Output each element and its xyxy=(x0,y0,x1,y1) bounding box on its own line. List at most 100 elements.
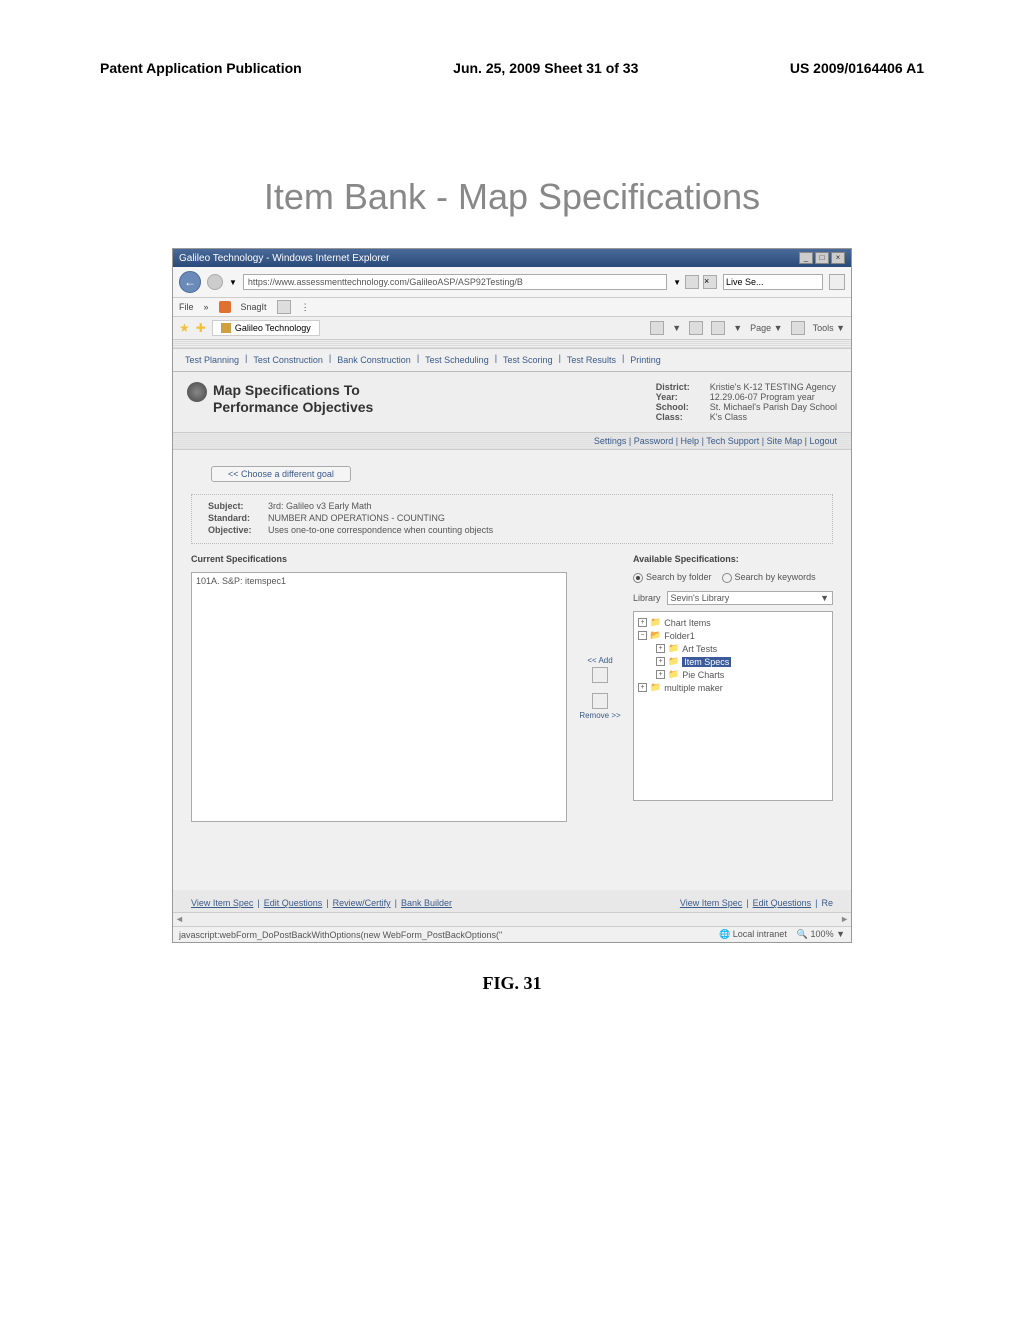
stop-icon[interactable]: × xyxy=(703,275,717,289)
radio-folder-label: Search by folder xyxy=(646,572,712,582)
school-value: St. Michael's Parish Day School xyxy=(710,402,837,412)
folder-tree[interactable]: +📁Chart Items −📂Folder1 +📁Art Tests +📁It… xyxy=(633,611,833,801)
feeds-icon[interactable] xyxy=(689,321,703,335)
class-value: K's Class xyxy=(710,412,747,422)
transfer-buttons: << Add Remove >> xyxy=(575,554,625,822)
tab-printing[interactable]: Printing xyxy=(626,353,665,367)
library-select[interactable]: Sevin's Library ▼ xyxy=(667,591,833,605)
print-icon[interactable] xyxy=(711,321,725,335)
link-edit-questions[interactable]: Edit Questions xyxy=(264,898,323,908)
folder-icon: 📂 xyxy=(650,630,661,641)
folder-icon: 📁 xyxy=(668,656,679,667)
zoom-level[interactable]: 🔍 100% ▼ xyxy=(797,929,845,940)
menu-file[interactable]: File xyxy=(179,302,194,312)
tree-node[interactable]: +📁multiple maker xyxy=(638,681,828,694)
print-dropdown[interactable]: ▼ xyxy=(733,323,742,333)
tab-bank-construction[interactable]: Bank Construction xyxy=(333,353,415,367)
home-icon[interactable] xyxy=(650,321,664,335)
close-button[interactable]: × xyxy=(831,252,845,264)
remove-icon xyxy=(592,693,608,709)
search-icon[interactable] xyxy=(829,274,845,290)
tools-menu[interactable]: Tools ▼ xyxy=(813,323,845,333)
main-body: << Choose a different goal Subject:3rd: … xyxy=(173,450,851,890)
choose-goal-button[interactable]: << Choose a different goal xyxy=(211,466,351,482)
tab-test-results[interactable]: Test Results xyxy=(563,353,620,367)
add-button[interactable]: << Add xyxy=(587,656,612,685)
current-specs-column: Current Specifications 101A. S&P: itemsp… xyxy=(191,554,567,822)
navigation-toolbar: ← ▼ https://www.assessmenttechnology.com… xyxy=(173,267,851,298)
district-value: Kristie's K-12 TESTING Agency xyxy=(710,382,836,392)
folder-icon: 📁 xyxy=(668,669,679,680)
subject-value: 3rd: Galileo v3 Early Math xyxy=(268,501,372,511)
tree-node[interactable]: +📁Item Specs xyxy=(656,655,828,668)
link-review-certify[interactable]: Review/Certify xyxy=(333,898,391,908)
page-content: Test Planning| Test Construction| Bank C… xyxy=(173,340,851,926)
favorites-icon[interactable]: ★ xyxy=(179,321,190,335)
tab-label: Galileo Technology xyxy=(235,323,311,333)
globe-icon xyxy=(187,382,207,402)
pub-right: US 2009/0164406 A1 xyxy=(790,60,924,76)
tab-favicon-icon xyxy=(221,323,231,333)
standard-label: Standard: xyxy=(208,513,268,523)
scroll-left-icon[interactable]: ◄ xyxy=(175,914,184,924)
menu-more[interactable]: » xyxy=(204,302,209,312)
tab-test-scheduling[interactable]: Test Scheduling xyxy=(421,353,493,367)
status-bar: javascript:webForm_DoPostBackWithOptions… xyxy=(173,926,851,942)
scroll-right-icon[interactable]: ► xyxy=(840,914,849,924)
snagit-sep-icon: ⋮ xyxy=(301,302,310,313)
list-item[interactable]: 101A. S&P: itemspec1 xyxy=(194,575,564,587)
tab-test-scoring[interactable]: Test Scoring xyxy=(499,353,557,367)
search-input[interactable]: Live Se... xyxy=(723,274,823,290)
minimize-button[interactable]: _ xyxy=(799,252,813,264)
decorative-band xyxy=(173,340,851,349)
figure-caption: FIG. 31 xyxy=(100,973,924,994)
tree-node[interactable]: −📂Folder1 xyxy=(638,629,828,642)
utility-links[interactable]: Settings | Password | Help | Tech Suppor… xyxy=(173,433,851,450)
status-text: javascript:webForm_DoPostBackWithOptions… xyxy=(179,930,502,940)
search-by-folder-radio[interactable]: Search by folder xyxy=(633,572,712,583)
link-view-item-spec-r[interactable]: View Item Spec xyxy=(680,898,742,908)
link-truncated[interactable]: Re xyxy=(821,898,833,908)
snagit-tool-icon[interactable] xyxy=(277,300,291,314)
link-bank-builder[interactable]: Bank Builder xyxy=(401,898,452,908)
tools-icon[interactable] xyxy=(791,321,805,335)
add-favorite-icon[interactable]: ✚ xyxy=(196,321,206,335)
maximize-button[interactable]: □ xyxy=(815,252,829,264)
dropdown-arrow-icon[interactable]: ▼ xyxy=(229,278,237,287)
current-specs-listbox[interactable]: 101A. S&P: itemspec1 xyxy=(191,572,567,822)
remove-button[interactable]: Remove >> xyxy=(579,691,620,720)
page-header-section: Map Specifications To Performance Object… xyxy=(173,372,851,433)
class-label: Class: xyxy=(656,412,706,422)
refresh-icon[interactable] xyxy=(685,275,699,289)
link-edit-questions-r[interactable]: Edit Questions xyxy=(753,898,812,908)
tab-bar: ★ ✚ Galileo Technology ▼ ▼ Page ▼ Tools … xyxy=(173,317,851,340)
search-by-keywords-radio[interactable]: Search by keywords xyxy=(722,572,816,583)
tab-test-construction[interactable]: Test Construction xyxy=(249,353,327,367)
horizontal-scrollbar[interactable]: ◄ ► xyxy=(173,912,851,926)
tree-node[interactable]: +📁Pie Charts xyxy=(656,668,828,681)
link-view-item-spec[interactable]: View Item Spec xyxy=(191,898,253,908)
library-label: Library xyxy=(633,593,661,603)
year-label: Year: xyxy=(656,392,706,402)
year-value: 12.29.06-07 Program year xyxy=(710,392,815,402)
tree-node[interactable]: +📁Chart Items xyxy=(638,616,828,629)
section-title: Map Specifications To Performance Object… xyxy=(213,382,373,416)
dropdown-icon[interactable]: ▼ xyxy=(673,278,681,287)
folder-icon: 📁 xyxy=(650,617,661,628)
radio-keywords-label: Search by keywords xyxy=(735,572,816,582)
back-button[interactable]: ← xyxy=(179,271,201,293)
tree-node[interactable]: +📁Art Tests xyxy=(656,642,828,655)
forward-button[interactable] xyxy=(207,274,223,290)
available-specs-label: Available Specifications: xyxy=(633,554,833,564)
window-title: Galileo Technology - Windows Internet Ex… xyxy=(179,253,389,264)
tab-test-planning[interactable]: Test Planning xyxy=(181,353,243,367)
home-dropdown[interactable]: ▼ xyxy=(672,323,681,333)
objective-value: Uses one-to-one correspondence when coun… xyxy=(268,525,493,535)
window-titlebar: Galileo Technology - Windows Internet Ex… xyxy=(173,249,851,267)
browser-tab[interactable]: Galileo Technology xyxy=(212,320,320,336)
snagit-icon xyxy=(219,301,231,313)
address-bar[interactable]: https://www.assessmenttechnology.com/Gal… xyxy=(243,274,667,290)
menu-bar: File » SnagIt ⋮ xyxy=(173,298,851,317)
page-menu[interactable]: Page ▼ xyxy=(750,323,782,333)
snagit-label: SnagIt xyxy=(241,302,267,312)
